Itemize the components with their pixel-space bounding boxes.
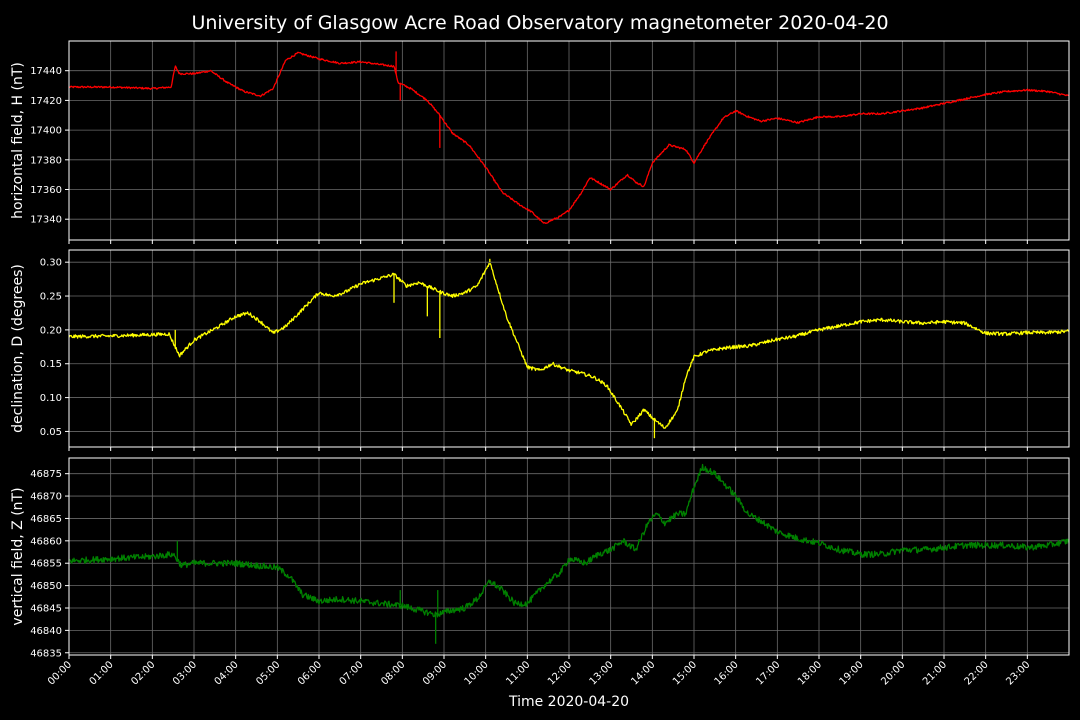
y-tick-label: 0.15 <box>40 359 62 370</box>
y-tick-label: 46835 <box>30 648 62 659</box>
y-tick-label: 0.30 <box>40 258 62 269</box>
y-tick-label: 46840 <box>30 626 62 637</box>
panel-3: 46835 46840 46845 46850 46855 46860 46865 46870… <box>10 457 1070 659</box>
panel-frame <box>68 40 1070 241</box>
y-tick-label: 0.25 <box>40 292 62 303</box>
y-tick-label: 46850 <box>30 581 62 592</box>
panel-1: 17340 17360 17380 17400 17420 17440 horizontal… <box>10 40 1070 244</box>
y-tick-label: 17420 <box>30 96 62 107</box>
series-line <box>68 463 1070 618</box>
y-tick-label: 0.10 <box>40 393 62 404</box>
y-tick-label: 17380 <box>30 155 62 166</box>
y-axis-label: horizontal field, H (nT) <box>10 62 26 219</box>
y-tick-label: 46875 <box>30 469 62 480</box>
x-axis-label: Time 2020-04-20 <box>508 694 629 710</box>
series-line <box>68 262 1070 429</box>
y-tick-label: 17340 <box>30 215 62 226</box>
y-tick-label: 46870 <box>30 492 62 503</box>
panel-frame <box>68 457 1070 656</box>
panel-2: 0.05 0.10 0.15 0.20 0.25 0.30 declination, D (… <box>10 249 1070 451</box>
y-tick-label: 46865 <box>30 514 62 525</box>
y-tick-label: 46855 <box>30 559 62 570</box>
y-tick-label: 0.20 <box>40 325 62 336</box>
y-axis-label: declination, D (degrees) <box>10 264 26 433</box>
y-tick-label: 46860 <box>30 536 62 547</box>
panel-frame <box>68 249 1070 448</box>
chart-title: University of Glasgow Acre Road Observat… <box>191 12 888 34</box>
y-tick-label: 17440 <box>30 66 62 77</box>
y-tick-label: 17400 <box>30 126 62 137</box>
y-tick-label: 46845 <box>30 603 62 614</box>
y-tick-label: 17360 <box>30 185 62 196</box>
y-axis-label: vertical field, Z (nT) <box>10 487 26 625</box>
y-tick-label: 0.05 <box>40 427 62 438</box>
series-line <box>68 51 1070 224</box>
